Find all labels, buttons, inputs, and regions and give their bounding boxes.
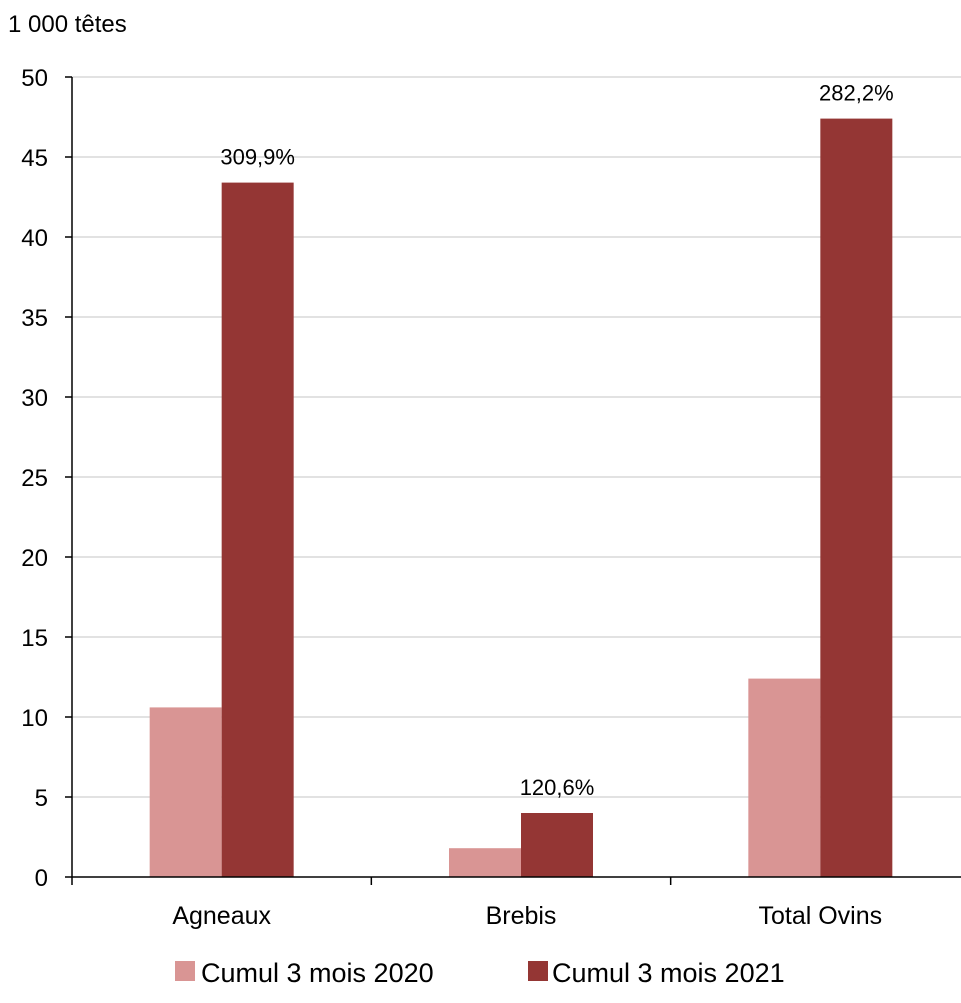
category-label: Brebis xyxy=(486,902,557,930)
bar-2021 xyxy=(521,813,593,877)
y-tick-label: 30 xyxy=(21,385,48,412)
bar-2020 xyxy=(748,678,821,877)
y-tick-label: 50 xyxy=(21,65,48,92)
legend: Cumul 3 mois 2020 Cumul 3 mois 2021 xyxy=(175,958,785,988)
y-tick-label: 25 xyxy=(21,465,48,492)
y-tick-label: 40 xyxy=(21,225,48,252)
y-unit-label: 1 000 têtes xyxy=(8,11,127,38)
y-tick-label: 10 xyxy=(21,705,48,732)
legend-swatch xyxy=(175,961,195,981)
bars xyxy=(149,118,893,878)
axes xyxy=(65,76,961,885)
bar-2021 xyxy=(820,118,893,878)
legend-swatch xyxy=(528,961,548,981)
bar-2021 xyxy=(221,182,294,878)
y-tick-label: 35 xyxy=(21,305,48,332)
data-label: 120,6% xyxy=(520,775,595,800)
y-tick-label: 15 xyxy=(21,625,48,652)
y-tick-label: 20 xyxy=(21,545,48,572)
labels: 0 5 10 15 20 25 30 35 40 45 50 309,9% Agneaux 120,6% B… xyxy=(21,65,893,930)
data-label: 309,9% xyxy=(220,145,295,170)
legend-label: Cumul 3 mois 2021 xyxy=(552,958,785,988)
y-tick-label: 45 xyxy=(21,145,48,172)
y-tick-label: 5 xyxy=(35,785,48,812)
bar-2020 xyxy=(149,707,222,877)
y-tick-label: 0 xyxy=(35,865,48,892)
bar-2020 xyxy=(449,848,521,877)
legend-label: Cumul 3 mois 2020 xyxy=(201,958,434,988)
category-label: Total Ovins xyxy=(758,902,882,930)
category-label: Agneaux xyxy=(172,902,271,930)
data-label: 282,2% xyxy=(819,81,894,106)
